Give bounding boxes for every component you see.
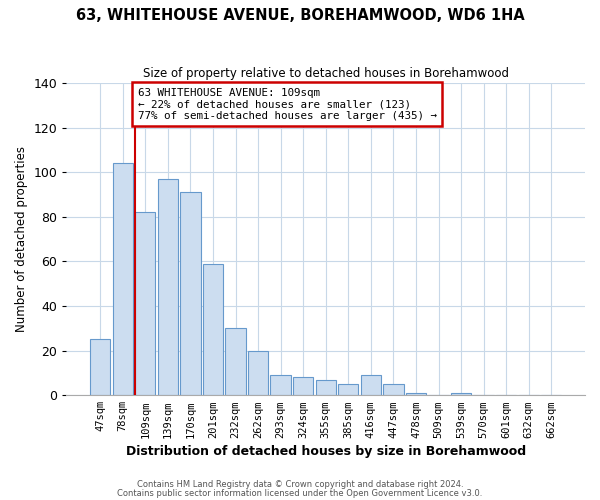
Bar [203,264,223,395]
Text: Contains HM Land Registry data © Crown copyright and database right 2024.: Contains HM Land Registry data © Crown c… [137,480,463,489]
Bar [451,393,471,395]
Text: 63 WHITEHOUSE AVENUE: 109sqm
← 22% of detached houses are smaller (123)
77% of s: 63 WHITEHOUSE AVENUE: 109sqm ← 22% of de… [138,88,437,120]
Bar [180,192,200,395]
Text: 63, WHITEHOUSE AVENUE, BOREHAMWOOD, WD6 1HA: 63, WHITEHOUSE AVENUE, BOREHAMWOOD, WD6 … [76,8,524,22]
Bar [158,179,178,395]
X-axis label: Distribution of detached houses by size in Borehamwood: Distribution of detached houses by size … [125,444,526,458]
Bar [406,393,426,395]
Title: Size of property relative to detached houses in Borehamwood: Size of property relative to detached ho… [143,68,509,80]
Bar [135,212,155,395]
Bar [316,380,336,395]
Bar [361,375,381,395]
Bar [226,328,245,395]
Bar [383,384,404,395]
Bar [271,375,291,395]
Bar [248,350,268,395]
Bar [338,384,358,395]
Bar [113,164,133,395]
Y-axis label: Number of detached properties: Number of detached properties [15,146,28,332]
Bar [90,340,110,395]
Text: Contains public sector information licensed under the Open Government Licence v3: Contains public sector information licen… [118,488,482,498]
Bar [293,378,313,395]
